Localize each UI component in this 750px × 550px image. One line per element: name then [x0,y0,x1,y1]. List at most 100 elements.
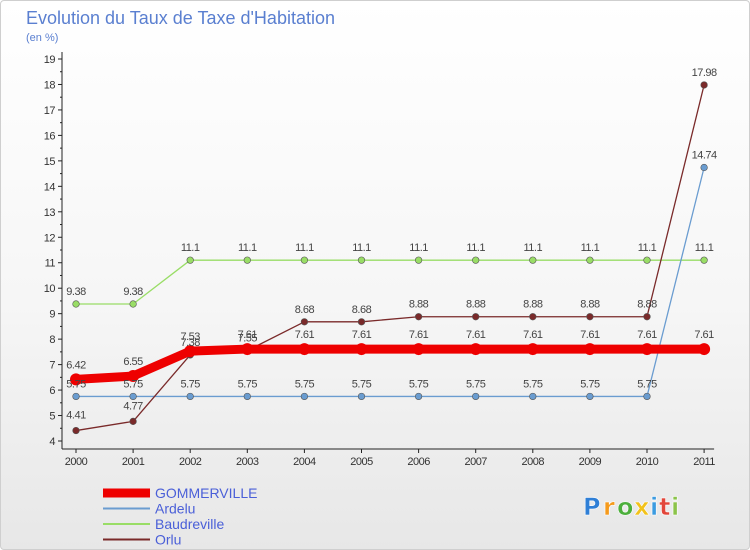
series-line-ardelu [75,166,705,398]
data-label-baudreville: 11.1 [695,242,714,254]
data-label-ardelu: 5.75 [352,378,372,390]
data-label-orlu: 8.88 [466,299,486,311]
data-label-gommerville: 7.61 [466,329,486,341]
data-label-ardelu: 5.75 [123,378,143,390]
x-tick-label: 2001 [122,456,145,468]
y-tick-label: 7 [49,360,55,372]
data-label-gommerville: 7.61 [580,329,600,341]
data-label-baudreville: 11.1 [295,242,314,254]
data-point-ardelu [586,392,594,401]
series-line-gommerville [71,344,709,384]
data-point-baudreville [72,300,80,308]
data-label-baudreville: 11.1 [352,242,371,254]
data-label-gommerville: 7.61 [352,329,372,341]
data-label-ardelu: 5.75 [466,378,486,390]
data-point-baudreville [300,256,309,264]
data-point-ardelu [72,392,80,401]
legend-item-baudreville: Baudreville [103,516,224,532]
data-point-gommerville [412,343,425,356]
data-point-gommerville [355,343,368,356]
data-label-orlu: 8.68 [352,304,372,316]
legend-label: Ardelu [155,501,195,517]
data-label-gommerville: 6.42 [66,359,86,371]
data-point-orlu [529,313,537,321]
data-point-baudreville [586,256,594,264]
data-label-ardelu: 5.75 [238,378,258,390]
data-point-ardelu [529,392,537,401]
data-point-ardelu [357,392,366,401]
x-tick-label: 2009 [579,456,602,468]
data-label-orlu: 8.88 [637,299,657,311]
y-tick-label: 10 [44,283,56,295]
data-point-baudreville [472,256,480,264]
data-label-orlu: 17.98 [692,67,717,79]
data-point-gommerville [526,343,539,356]
data-point-orlu [129,417,137,425]
data-point-ardelu [186,392,194,401]
data-point-gommerville [184,345,197,358]
data-point-orlu [357,318,366,326]
series-layer [70,81,711,435]
data-point-gommerville [70,373,82,386]
x-tick-label: 2011 [693,456,715,468]
data-point-orlu [72,426,80,435]
x-tick-label: 2004 [293,456,316,468]
data-label-orlu: 8.88 [409,299,429,311]
data-label-gommerville: 7.61 [295,329,315,341]
x-tick-label: 2008 [522,456,545,468]
legend-item-ardelu: Ardelu [103,501,195,517]
data-label-ardelu: 5.75 [409,378,429,390]
data-point-ardelu [129,392,137,401]
data-label-ardelu: 5.75 [295,378,315,390]
chart-title: Evolution du Taux de Taxe d'Habitation [26,8,335,28]
data-point-orlu [643,313,651,321]
logo-letter: o [617,493,634,521]
y-tick-label: 19 [44,54,56,66]
data-label-baudreville: 11.1 [466,242,485,254]
data-labels: 9.38 9.38 11.1 11.1 11.1 11.1 11.1 11.1 11.1 11.1… [66,67,717,422]
data-point-baudreville [529,256,537,264]
data-label-baudreville: 9.38 [123,286,143,298]
series-ardelu [72,163,708,401]
data-label-ardelu: 5.75 [637,378,657,390]
chart-subtitle: (en %) [26,32,58,44]
data-label-gommerville: 6.55 [123,356,143,368]
series-orlu [72,81,708,435]
data-point-ardelu [415,392,423,401]
y-tick-label: 4 [49,436,55,448]
y-tick-label: 9 [49,309,55,321]
data-point-gommerville [641,343,653,356]
logo-letter: i [650,493,658,521]
data-point-ardelu [700,163,708,172]
data-point-orlu [586,313,594,321]
y-tick-label: 16 [44,130,56,142]
series-line-orlu [75,84,705,432]
x-tick-label: 2006 [407,456,430,468]
axes: 4 5 6 7 8 9 10 11 12 13 14 15 16 17 18 19 2000 2001 2002 20… [44,52,716,468]
x-tick-label: 2005 [350,456,373,468]
x-tick-label: 2007 [464,456,487,468]
y-tick-label: 14 [44,181,56,193]
legend-label: Baudreville [155,516,224,532]
y-tick-label: 12 [44,232,56,244]
data-point-orlu [415,313,423,321]
x-tick-label: 2003 [236,456,259,468]
data-label-baudreville: 11.1 [581,242,600,254]
y-tick-label: 13 [44,207,56,219]
x-tick-label: 2002 [179,456,202,468]
data-point-gommerville [127,370,140,383]
data-point-baudreville [700,256,708,264]
data-label-ardelu: 5.75 [523,378,543,390]
y-tick-label: 15 [44,156,56,168]
data-label-baudreville: 11.1 [409,242,428,254]
data-point-baudreville [129,300,137,308]
data-point-orlu [300,318,309,326]
data-point-ardelu [243,392,251,401]
data-point-ardelu [643,392,651,401]
data-label-orlu: 8.88 [523,299,543,311]
logo-letter: r [603,493,615,521]
data-label-gommerville: 7.61 [409,329,429,341]
